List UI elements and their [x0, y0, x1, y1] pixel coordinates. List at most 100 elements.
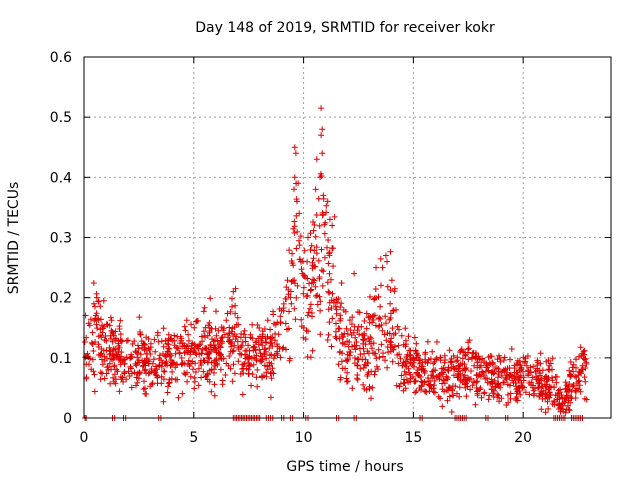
data-point: [185, 337, 192, 344]
data-point: [88, 339, 95, 346]
y-tick-label: 0.6: [50, 50, 72, 66]
data-point: [162, 337, 169, 344]
data-point: [343, 375, 350, 382]
data-point: [564, 402, 571, 409]
data-point: [473, 379, 480, 386]
data-point: [270, 370, 277, 377]
data-point: [457, 377, 464, 384]
data-point: [378, 341, 385, 348]
data-point: [424, 338, 431, 345]
data-point: [253, 355, 260, 362]
data-point: [555, 387, 562, 394]
data-point: [429, 368, 436, 375]
data-point: [318, 105, 325, 112]
data-point: [117, 356, 124, 363]
data-point: [131, 369, 138, 376]
data-point: [506, 365, 513, 371]
data-point: [312, 186, 319, 193]
data-point: [263, 369, 270, 376]
data-point: [174, 362, 181, 368]
data-point: [116, 344, 123, 351]
data-point: [99, 361, 106, 368]
data-point: [324, 198, 331, 205]
data-point: [283, 295, 290, 302]
data-point: [373, 264, 379, 271]
data-point: [250, 361, 257, 368]
data-point: [258, 353, 265, 360]
data-point: [125, 337, 131, 344]
data-point: [477, 373, 484, 380]
data-point: [238, 342, 245, 349]
data-point: [370, 340, 377, 347]
data-point: [387, 344, 394, 351]
data-point: [196, 342, 203, 349]
data-point: [158, 357, 165, 364]
data-point: [384, 364, 391, 371]
data-point: [298, 258, 304, 265]
data-point: [93, 310, 100, 317]
data-point: [394, 352, 401, 358]
data-point: [376, 314, 383, 321]
data-point: [338, 358, 345, 365]
data-point: [507, 356, 513, 363]
data-point: [307, 301, 314, 308]
data-point: [208, 366, 215, 373]
data-point: [354, 356, 361, 362]
data-point: [391, 343, 398, 350]
data-point: [95, 298, 102, 305]
data-point: [382, 313, 389, 320]
data-point: [289, 250, 296, 257]
data-point: [293, 245, 300, 252]
data-point: [369, 345, 375, 352]
data-point: [289, 260, 296, 267]
data-point: [427, 356, 434, 362]
data-point: [416, 356, 423, 363]
data-point: [171, 359, 177, 366]
data-point: [405, 365, 412, 372]
data-point: [310, 255, 317, 262]
data-point: [89, 356, 96, 363]
data-point: [379, 264, 386, 271]
data-point: [329, 222, 336, 229]
data-point: [525, 367, 531, 374]
data-point: [300, 284, 307, 291]
data-point: [495, 374, 501, 381]
data-point: [335, 361, 342, 368]
y-tick-label: 0.2: [50, 291, 72, 307]
data-point: [362, 356, 369, 363]
data-point: [168, 375, 175, 382]
data-point: [330, 263, 337, 270]
data-point: [364, 373, 371, 379]
data-point: [318, 132, 325, 139]
data-point: [344, 358, 351, 364]
data-point: [106, 351, 113, 358]
data-point: [319, 126, 326, 133]
data-point: [562, 379, 569, 386]
data-point: [309, 347, 316, 354]
data-point: [567, 393, 574, 400]
data-point: [243, 365, 250, 372]
data-point: [405, 333, 412, 340]
data-point: [379, 327, 386, 334]
data-point: [333, 296, 340, 303]
data-point: [268, 360, 275, 367]
data-point: [236, 350, 243, 357]
data-point: [107, 314, 114, 321]
data-point: [89, 340, 96, 347]
data-point: [229, 295, 235, 302]
data-point: [150, 356, 157, 363]
x-tick-label: 15: [404, 430, 422, 446]
data-point: [351, 323, 358, 330]
data-point: [489, 360, 496, 367]
data-point: [375, 346, 382, 353]
data-point: [326, 250, 332, 257]
data-point: [227, 348, 234, 355]
data-point: [508, 346, 515, 352]
data-point: [112, 345, 119, 352]
data-point: [518, 364, 525, 371]
data-point: [338, 300, 345, 307]
data-point: [562, 385, 569, 392]
x-tick-label: 0: [80, 430, 89, 446]
data-point: [459, 355, 466, 362]
data-point: [325, 306, 332, 313]
